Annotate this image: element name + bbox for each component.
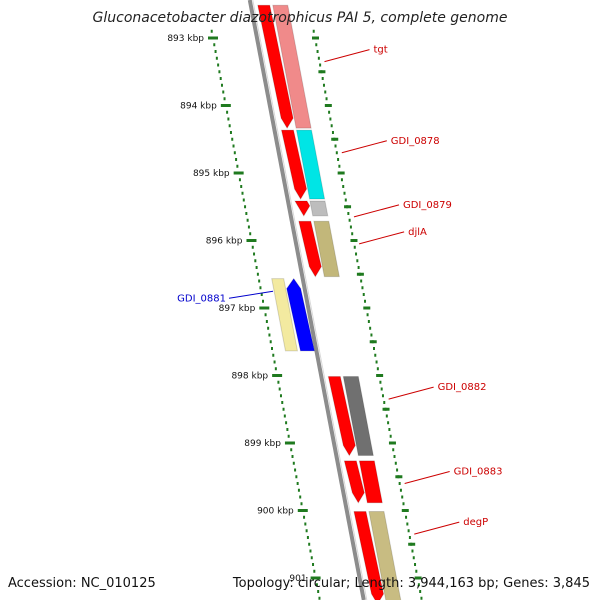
cds-arrow-GDI_0883: [343, 460, 365, 504]
gene-bar-GDI_0881: [271, 278, 299, 352]
leader-line-djlA: [358, 231, 405, 245]
leader-line-GDI_0883: [404, 471, 450, 484]
map-layer: 893 kbp 894 kbp 895 kbp 896 kbp 897 kbp 898 k…: [167, 0, 503, 600]
backbone-highlight: [252, 0, 368, 600]
leader-line-GDI_0881: [228, 290, 274, 299]
gene-bar-djlA: [313, 220, 340, 278]
cds-arrow-degP: [353, 511, 385, 600]
kbp-tick-label: 901: [289, 574, 306, 584]
cds-arrow-GDI_0881: [286, 277, 316, 352]
backbone-line: [247, 0, 366, 600]
kbp-tick-label: 898 kbp: [231, 372, 268, 382]
gene-bar-GDI_0878: [295, 129, 326, 200]
gene-label-GDI_0882: GDI_0882: [438, 382, 487, 393]
gene-label-GDI_0883: GDI_0883: [454, 467, 503, 478]
gene-bar-degP: [368, 511, 402, 600]
gene-bar-tgt: [272, 4, 312, 129]
gene-label-tgt: tgt: [373, 45, 387, 56]
topology-stats-text: Topology: circular; Length: 3,944,163 bp…: [232, 576, 590, 591]
gene-bar-GDI_0879: [309, 200, 329, 217]
cds-arrow-GDI_0882: [327, 376, 356, 457]
kbp-tick-label: 897 kbp: [219, 304, 256, 314]
gene-label-GDI_0878: GDI_0878: [391, 136, 440, 147]
leader-line-tgt: [324, 49, 370, 63]
accession-text: Accession: NC_010125: [8, 576, 156, 591]
kbp-tick-label: 899 kbp: [244, 439, 281, 449]
leader-line-GDI_0878: [341, 140, 387, 154]
kbp-tick-label: 896 kbp: [206, 237, 243, 247]
kbp-tick-label: 900 kbp: [257, 507, 294, 517]
cds-arrow-GDI_0878: [280, 129, 308, 200]
kbp-tick-label: 895 kbp: [193, 169, 230, 179]
gene-label-degP: degP: [463, 517, 488, 528]
gene-label-GDI_0879: GDI_0879: [403, 200, 452, 211]
leader-line-degP: [414, 521, 460, 535]
map-title: Gluconacetobacter diazotrophicus PAI 5, …: [93, 10, 508, 26]
cds-arrow-GDI_0879: [294, 200, 311, 217]
gene-label-GDI_0881: GDI_0881: [177, 293, 226, 304]
kbp-tick-label: 893 kbp: [167, 34, 204, 44]
leader-line-GDI_0882: [388, 386, 434, 400]
cds-arrow-tgt: [257, 4, 294, 130]
gene-bar-GDI_0882: [342, 376, 374, 456]
kbp-tick-label: 894 kbp: [180, 102, 217, 112]
gene-label-djlA: djlA: [408, 227, 427, 238]
cds-arrow-djlA: [298, 220, 322, 278]
gene-bar-GDI_0883: [358, 460, 383, 504]
leader-line-GDI_0879: [353, 204, 400, 218]
